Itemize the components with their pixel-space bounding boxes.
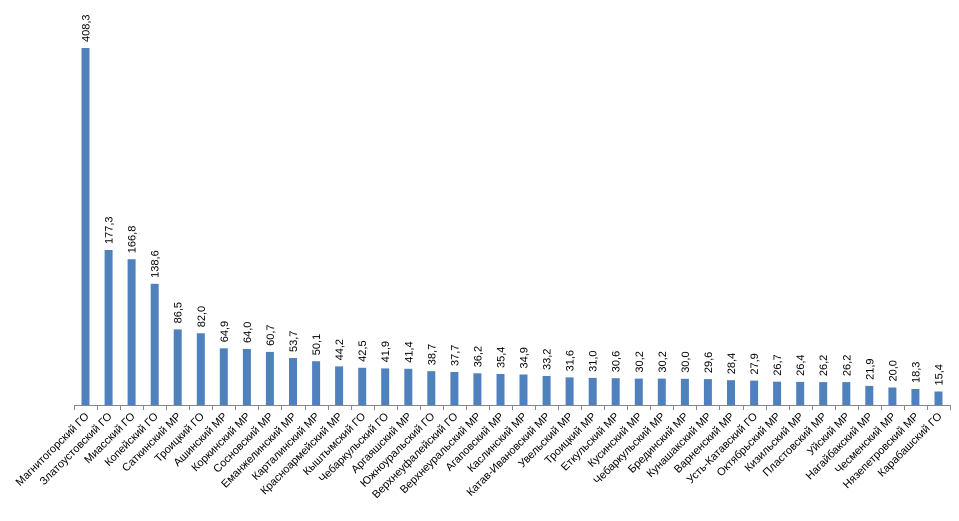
bar — [496, 374, 505, 405]
bar — [773, 381, 782, 405]
bar — [750, 380, 759, 405]
bar — [289, 358, 297, 405]
bar — [81, 48, 90, 405]
bar — [865, 385, 874, 405]
data-label: 35,4 — [496, 347, 508, 368]
data-label: 20,0 — [887, 360, 899, 381]
bar — [404, 368, 413, 405]
bar — [358, 367, 367, 405]
data-label: 37,7 — [449, 345, 461, 366]
data-label: 138,6 — [150, 250, 162, 278]
bar — [703, 379, 712, 405]
data-label: 64,0 — [242, 322, 254, 343]
bar — [427, 371, 436, 405]
data-label: 26,4 — [795, 354, 807, 375]
data-label: 21,9 — [864, 358, 876, 379]
data-label: 33,2 — [542, 349, 554, 370]
bar — [934, 391, 943, 405]
data-label: 53,7 — [288, 331, 300, 352]
data-label: 26,2 — [841, 355, 853, 376]
bar — [680, 378, 689, 405]
data-label: 31,6 — [565, 350, 577, 371]
data-label: 27,9 — [749, 353, 761, 374]
bar — [842, 382, 851, 405]
data-label: 177,3 — [104, 216, 116, 244]
bar — [335, 366, 344, 405]
data-label: 60,7 — [265, 324, 277, 345]
data-label: 44,2 — [334, 339, 346, 360]
data-label: 28,4 — [726, 353, 738, 374]
bar — [796, 381, 805, 405]
data-label: 30,2 — [657, 351, 669, 372]
data-label: 31,0 — [588, 350, 600, 371]
bar — [104, 250, 113, 405]
bar — [519, 374, 528, 405]
bar — [911, 389, 920, 405]
data-label: 34,9 — [519, 347, 531, 368]
bar — [381, 368, 390, 405]
bar — [265, 351, 274, 405]
data-label: 42,5 — [357, 340, 369, 361]
bars-group — [81, 48, 943, 405]
data-label: 15,4 — [934, 364, 946, 385]
bar — [634, 378, 643, 405]
bar — [450, 372, 459, 405]
data-label: 41,9 — [380, 341, 392, 362]
bar — [150, 283, 159, 405]
data-label: 18,3 — [910, 362, 922, 383]
bar — [312, 361, 321, 405]
data-label: 166,8 — [127, 226, 139, 254]
data-label: 50,1 — [311, 334, 323, 355]
data-label: 64,9 — [219, 321, 231, 342]
data-label: 408,3 — [81, 14, 93, 42]
bar — [888, 387, 897, 405]
data-label: 38,7 — [426, 344, 438, 365]
bar — [611, 378, 620, 405]
bar — [542, 376, 551, 405]
data-label: 30,6 — [611, 351, 623, 372]
data-label: 30,2 — [634, 351, 646, 372]
data-label: 30,0 — [680, 351, 692, 372]
data-label: 26,7 — [772, 354, 784, 375]
bar — [819, 382, 828, 405]
data-label: 86,5 — [173, 302, 185, 323]
bar — [473, 373, 482, 405]
bar — [565, 377, 574, 405]
bar — [242, 349, 251, 405]
x-ticks-group — [74, 405, 951, 410]
data-label: 82,0 — [196, 306, 208, 327]
data-label: 26,2 — [818, 355, 830, 376]
bar — [219, 348, 228, 405]
value-labels-group: 408,3 177,3 166,8 138,6 86,5 82,0 64,9 64,0 60,7… — [81, 14, 946, 385]
bar — [196, 333, 205, 405]
bar — [657, 378, 666, 405]
data-label: 41,4 — [403, 341, 415, 362]
bar — [727, 380, 735, 405]
bar — [588, 377, 597, 405]
bar — [127, 259, 136, 405]
bar — [173, 329, 182, 405]
data-label: 36,2 — [472, 346, 484, 367]
data-label: 29,6 — [703, 352, 715, 373]
